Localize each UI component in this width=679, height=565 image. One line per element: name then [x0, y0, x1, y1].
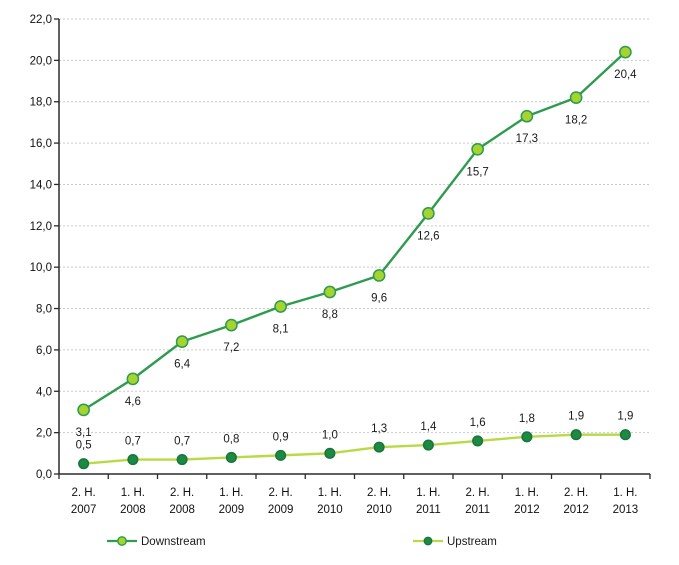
upstream-marker [373, 441, 385, 453]
y-axis-label: 0,0 [36, 469, 52, 481]
upstream-data-label: 1,9 [568, 411, 584, 423]
legend-upstream-label: Upstream [447, 536, 497, 548]
downstream-marker [471, 142, 484, 156]
x-axis-label-year: 2013 [613, 504, 639, 516]
grid-layer [59, 18, 650, 434]
y-axis-label: 16,0 [30, 138, 52, 150]
x-axis-label-period: 2. H. [71, 487, 95, 499]
upstream-data-label: 1,9 [617, 411, 633, 423]
y-axis-label: 10,0 [30, 262, 52, 274]
downstream-marker [422, 207, 435, 220]
legend-downstream-marker-icon [117, 536, 127, 546]
downstream-line [82, 50, 627, 412]
downstream-data-label: 7,2 [223, 342, 239, 354]
upstream-marker [570, 429, 582, 441]
y-axis-label: 12,0 [30, 221, 52, 233]
y-axis-label: 20,0 [30, 55, 52, 67]
y-axis-label: 22,0 [30, 14, 52, 26]
downstream-marker [77, 403, 90, 417]
x-axis-label-year: 2009 [219, 504, 245, 516]
x-axis-label-year: 2010 [317, 504, 343, 516]
upstream-data-label: 1,6 [470, 417, 486, 429]
downstream-data-label: 4,6 [125, 396, 141, 408]
downstream-data-label: 6,4 [174, 359, 191, 371]
upstream-data-label: 1,4 [420, 421, 437, 433]
x-axis-label-period: 1. H. [515, 487, 539, 499]
upstream-data-label: 0,8 [223, 433, 239, 445]
downstream-marker [126, 372, 140, 386]
legend-item-downstream: Downstream [107, 536, 206, 548]
x-axis-label-period: 2. H. [170, 487, 194, 499]
x-axis-label-period: 1. H. [613, 487, 637, 499]
upstream-data-label: 0,5 [76, 440, 92, 452]
y-axis-label: 6,0 [36, 345, 52, 357]
downstream-data-label: 20,4 [614, 69, 637, 81]
upstream-marker [127, 453, 139, 466]
upstream-data-label: 0,7 [125, 436, 141, 448]
downstream-data-label: 9,6 [371, 292, 387, 304]
y-axis-label: 8,0 [36, 304, 52, 316]
downstream-marker [372, 269, 386, 282]
x-axis-label-year: 2012 [563, 504, 589, 516]
legend-downstream-label: Downstream [141, 536, 206, 548]
downstream-data-label: 12,6 [417, 230, 439, 242]
upstream-marker [275, 449, 287, 461]
y-axis-label: 4,0 [36, 386, 52, 398]
x-axis-label-period: 2. H. [268, 487, 292, 499]
label-layer: 3,1 4,6 6,4 7,2 8,1 8,8 9,6 12,6 15,7 17,3 18,2 20,… [76, 69, 638, 452]
downstream-data-label: 18,2 [565, 115, 587, 127]
x-axis-label-period: 1. H. [318, 487, 342, 499]
x-axis-label-period: 1. H. [219, 487, 243, 499]
downstream-marker [274, 300, 287, 313]
upstream-marker [619, 429, 631, 441]
upstream-marker [521, 431, 533, 443]
y-axis-label: 14,0 [30, 179, 52, 191]
x-axis-label-year: 2008 [169, 504, 195, 516]
x-axis-label-period: 2. H. [564, 487, 588, 499]
x-axis-label-year: 2011 [465, 504, 490, 516]
upstream-marker [472, 435, 484, 447]
upstream-marker [225, 451, 237, 464]
upstream-data-label: 1,0 [322, 429, 338, 441]
downstream-data-label: 8,8 [322, 309, 338, 321]
upstream-data-label: 0,9 [273, 431, 289, 443]
upstream-data-label: 1,8 [519, 413, 535, 425]
x-axis-label-year: 2008 [120, 504, 146, 516]
upstream-marker [176, 453, 188, 466]
upstream-marker [422, 439, 434, 451]
downstream-data-label: 3,1 [76, 427, 92, 439]
x-axis-label-year: 2012 [514, 504, 540, 516]
downstream-marker [323, 285, 337, 299]
downstream-marker [619, 45, 632, 59]
y-axis-label: 18,0 [30, 97, 52, 109]
upstream-line [82, 433, 627, 465]
x-axis-label-year: 2009 [268, 504, 294, 516]
downstream-marker [569, 91, 583, 104]
legend-item-upstream: Upstream [413, 536, 497, 548]
legend-upstream-marker-icon [423, 536, 433, 546]
downstream-marker [175, 335, 189, 348]
axis-layer: 0,0 2,0 4,0 6,0 8,0 10,0 12,0 14,0 16,0 18,0 20,0 2… [30, 14, 651, 516]
downstream-marker [520, 109, 534, 123]
x-axis-label-period: 1. H. [416, 487, 440, 499]
downstream-data-label: 8,1 [273, 323, 289, 335]
y-axis-label: 2,0 [36, 428, 52, 440]
x-axis-label-period: 1. H. [121, 487, 145, 499]
upstream-marker [78, 458, 90, 470]
downstream-marker [225, 318, 238, 332]
downstream-data-label: 17,3 [516, 133, 538, 145]
x-axis-label-period: 2. H. [465, 487, 489, 499]
x-axis-label-year: 2010 [366, 504, 392, 516]
x-axis-label-year: 2011 [416, 504, 441, 516]
downstream-data-label: 15,7 [466, 166, 488, 178]
upstream-marker [324, 447, 336, 459]
legend: Downstream Upstream [107, 536, 497, 548]
x-axis-label-period: 2. H. [367, 487, 391, 499]
upstream-data-label: 1,3 [371, 423, 387, 435]
x-axis-label-year: 2007 [71, 504, 97, 516]
upstream-data-label: 0,7 [174, 436, 190, 448]
series-layer [77, 45, 632, 470]
